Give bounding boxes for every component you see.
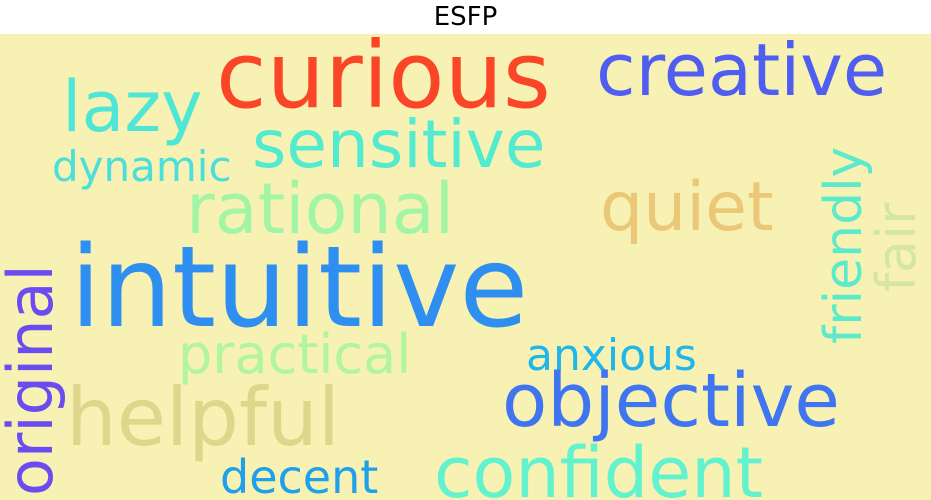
- word-anxious: anxious: [526, 330, 697, 381]
- word-cloud: curious creative lazy sensitive dynamic …: [0, 34, 931, 500]
- word-objective: objective: [502, 358, 840, 444]
- word-intuitive: intuitive: [70, 223, 529, 353]
- chart-title: ESFP: [433, 2, 498, 32]
- word-quiet: quiet: [600, 168, 774, 247]
- word-friendly: friendly: [814, 146, 874, 344]
- word-fair: fair: [865, 202, 928, 292]
- word-dynamic: dynamic: [52, 142, 232, 191]
- word-decent: decent: [220, 450, 379, 500]
- word-original: original: [0, 264, 67, 496]
- word-lazy: lazy: [62, 66, 203, 148]
- word-creative: creative: [596, 34, 888, 112]
- word-confident: confident: [434, 432, 764, 500]
- word-curious: curious: [216, 34, 551, 129]
- word-rational: rational: [186, 168, 455, 250]
- word-sensitive: sensitive: [252, 106, 546, 183]
- word-helpful: helpful: [66, 371, 341, 464]
- word-practical: practical: [178, 323, 412, 386]
